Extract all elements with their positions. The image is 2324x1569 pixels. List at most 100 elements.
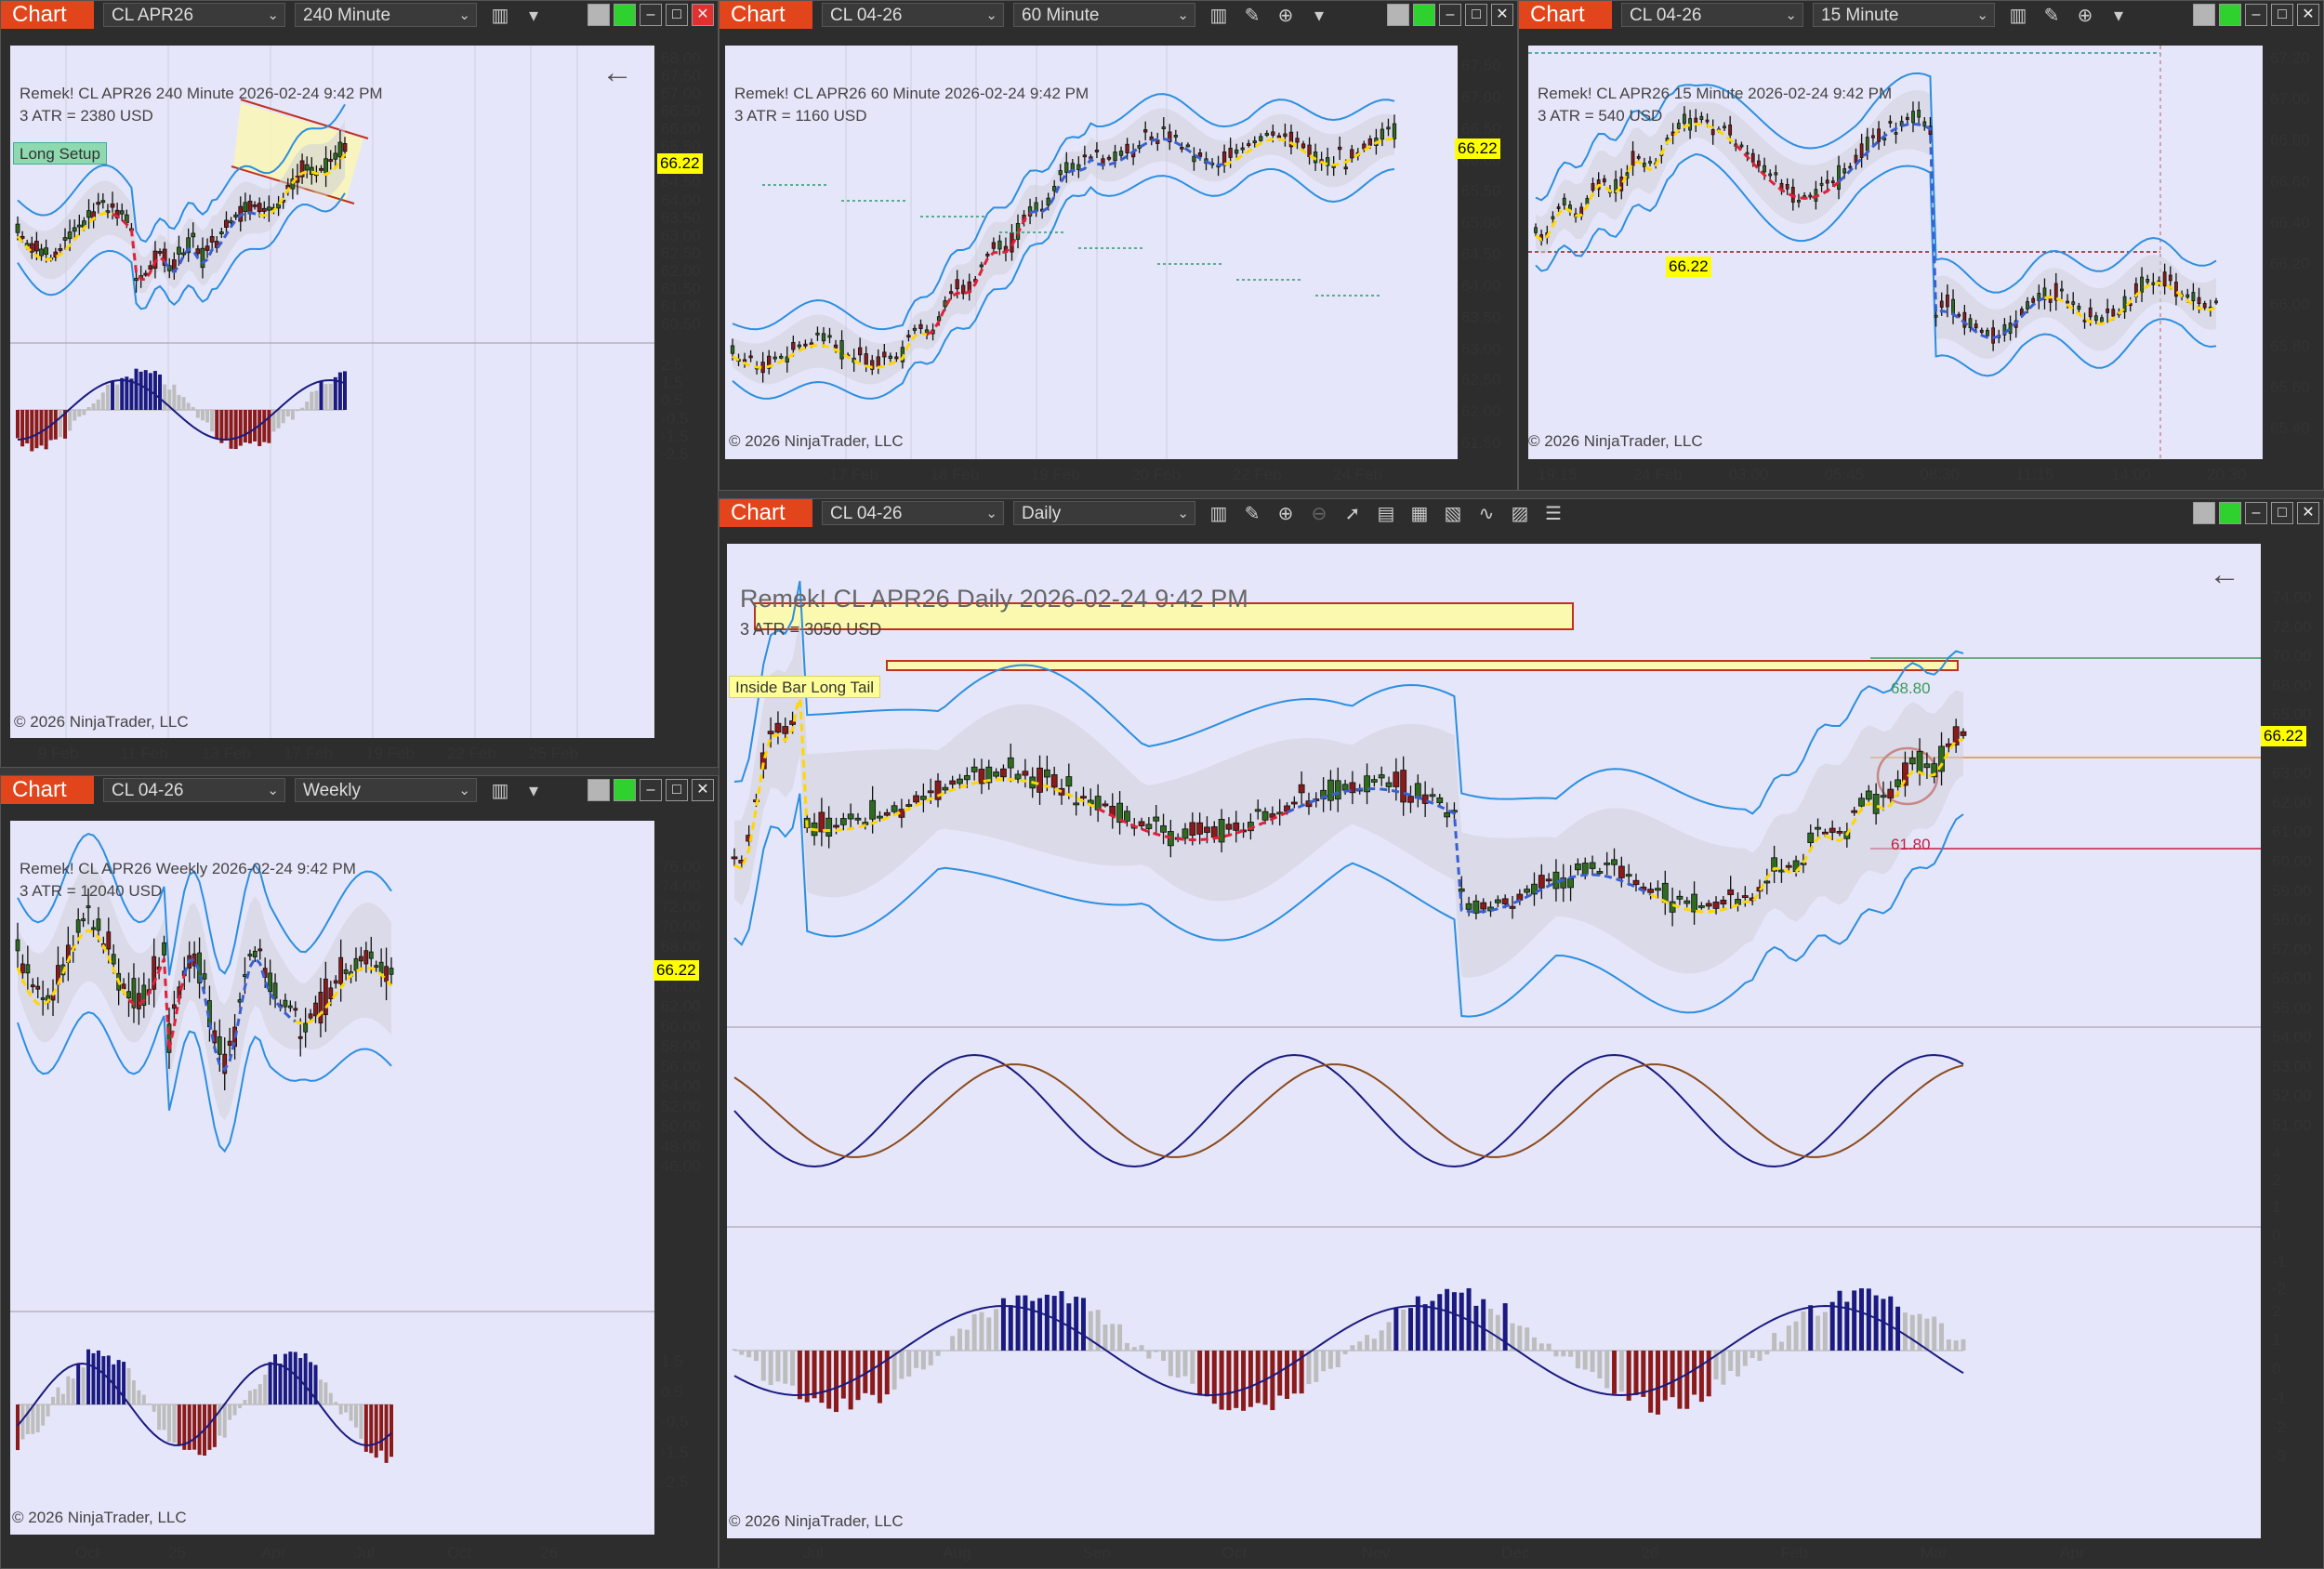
chart-pane[interactable]: Remek! CL APR26 Daily 2026-02-24 9:42 PM… — [727, 544, 2261, 1538]
cursor-icon[interactable]: ➚ — [1344, 503, 1361, 524]
candle-body — [1865, 137, 1869, 152]
zoom-icon[interactable]: ⊕ — [1277, 5, 1294, 26]
chevron-down-icon: ⌄ — [1785, 7, 1797, 23]
close-button[interactable]: ✕ — [2297, 502, 2319, 524]
chevron-down-icon[interactable]: ▾ — [528, 5, 539, 26]
link-button[interactable] — [1387, 4, 1409, 26]
instrument-select[interactable]: CL APR26 ⌄ — [103, 3, 285, 27]
histogram-bar — [141, 1394, 146, 1404]
link-green-button[interactable] — [614, 779, 636, 801]
zoom-icon[interactable]: ⊕ — [2077, 5, 2093, 26]
link-green-button[interactable] — [2219, 502, 2241, 524]
link-green-button[interactable] — [2219, 4, 2241, 26]
back-arrow-icon[interactable]: ← — [601, 55, 633, 90]
data-box-icon[interactable]: ▤ — [1377, 503, 1395, 524]
candle-body — [172, 1004, 177, 1009]
interval-select[interactable]: 240 Minute ⌄ — [295, 3, 477, 27]
instrument-select[interactable]: CL 04-26 ⌄ — [822, 3, 1004, 27]
candle-body — [864, 353, 868, 365]
back-arrow-icon[interactable]: ← — [2209, 557, 2240, 592]
trend-dashed-line — [1029, 137, 1225, 215]
link-button[interactable] — [2193, 502, 2215, 524]
maximize-button[interactable]: □ — [666, 4, 688, 26]
minimize-button[interactable]: – — [2245, 502, 2267, 524]
bar-chart-icon[interactable]: ▥ — [491, 5, 509, 26]
price-tick-label: 65.40 — [2270, 419, 2310, 437]
histogram-bar — [957, 1328, 962, 1351]
pencil-icon[interactable]: ✎ — [1244, 503, 1261, 524]
maximize-button[interactable]: □ — [2271, 502, 2293, 524]
link-button[interactable] — [2193, 4, 2215, 26]
candle-body — [1647, 889, 1655, 893]
strategy-icon[interactable]: ▦ — [1410, 503, 1429, 524]
chart-pane[interactable]: Remek! CL APR26 240 Minute 2026-02-24 9:… — [10, 46, 654, 738]
list-icon[interactable]: ☰ — [1545, 503, 1562, 524]
histogram-bar — [191, 406, 195, 410]
maximize-button[interactable]: □ — [1465, 4, 1487, 26]
histogram-bar — [328, 1392, 333, 1404]
histogram-bar — [899, 1351, 905, 1379]
chart-title-tab[interactable]: Chart — [720, 1, 812, 29]
time-tick-label: Aug — [943, 1544, 971, 1562]
instrument-select[interactable]: CL 04-26 ⌄ — [1621, 3, 1803, 27]
price-tick-label: 54.00 — [2272, 1028, 2312, 1047]
close-button[interactable]: ✕ — [692, 779, 714, 801]
candle-body — [1655, 888, 1661, 891]
close-button[interactable]: ✕ — [1491, 4, 1513, 26]
chart-pane[interactable]: Remek! CL APR26 Weekly 2026-02-24 9:42 P… — [10, 821, 654, 1535]
line-tool-icon[interactable]: ∿ — [1478, 503, 1495, 524]
minimize-button[interactable]: – — [640, 4, 662, 26]
histogram-bar — [319, 381, 324, 410]
candle-body — [1877, 128, 1881, 142]
chart-window-daily: Chart CL 04-26 ⌄ Daily ⌄ ▥ ✎ ⊕ ⊖ ➚ ▤ ▦ ▧ ∿… — [719, 498, 2324, 1569]
candle-body — [1712, 902, 1720, 909]
candle-body — [1951, 298, 1955, 315]
interval-select[interactable]: Daily ⌄ — [1013, 501, 1195, 525]
chevron-down-icon[interactable]: ▾ — [528, 780, 539, 801]
chart-pane[interactable]: Remek! CL APR26 60 Minute 2026-02-24 9:4… — [725, 46, 1458, 459]
histogram-bar — [278, 1364, 283, 1404]
candle-body — [20, 235, 25, 239]
candle-body — [58, 248, 63, 251]
minimize-button[interactable]: – — [640, 779, 662, 801]
zoom-in-icon[interactable]: ⊕ — [1277, 503, 1294, 524]
histogram-bar — [1051, 1296, 1057, 1351]
close-button[interactable]: ✕ — [692, 4, 714, 26]
bar-chart-icon[interactable]: ▥ — [1209, 5, 1228, 26]
interval-select[interactable]: Weekly ⌄ — [295, 778, 477, 802]
bar-chart-icon[interactable]: ▥ — [2009, 5, 2027, 26]
chevron-down-icon[interactable]: ▾ — [1314, 5, 1325, 26]
properties-icon[interactable]: ▨ — [1511, 503, 1529, 524]
link-green-button[interactable] — [1413, 4, 1435, 26]
maximize-button[interactable]: □ — [2271, 4, 2293, 26]
instrument-select[interactable]: CL 04-26 ⌄ — [103, 778, 285, 802]
candle-body — [1556, 206, 1561, 209]
link-button[interactable] — [588, 779, 610, 801]
minimize-button[interactable]: – — [1439, 4, 1461, 26]
candle-body — [1836, 831, 1843, 834]
close-button[interactable]: ✕ — [2297, 4, 2319, 26]
zoom-out-icon[interactable]: ⊖ — [1311, 503, 1327, 524]
chart-pane[interactable]: Remek! CL APR26 15 Minute 2026-02-24 9:4… — [1528, 46, 2263, 459]
chevron-down-icon[interactable]: ▾ — [2113, 5, 2124, 26]
bar-chart-icon[interactable]: ▥ — [491, 780, 509, 801]
interval-select[interactable]: 15 Minute ⌄ — [1813, 3, 1995, 27]
candle-body — [797, 344, 802, 348]
indicators-icon[interactable]: ▧ — [1444, 503, 1462, 524]
chart-title-tab[interactable]: Chart — [720, 499, 812, 527]
minimize-button[interactable]: – — [2245, 4, 2267, 26]
bar-chart-icon[interactable]: ▥ — [1209, 503, 1228, 524]
candle-body — [1269, 813, 1276, 818]
pencil-icon[interactable]: ✎ — [1244, 5, 1261, 26]
chart-title-tab[interactable]: Chart — [1, 776, 94, 804]
interval-select[interactable]: 60 Minute ⌄ — [1013, 3, 1195, 27]
pencil-icon[interactable]: ✎ — [2043, 5, 2060, 26]
instrument-select[interactable]: CL 04-26 ⌄ — [822, 501, 1004, 525]
link-button[interactable] — [588, 4, 610, 26]
candle-body — [1196, 822, 1204, 835]
histogram-bar — [295, 410, 299, 412]
maximize-button[interactable]: □ — [666, 779, 688, 801]
link-green-button[interactable] — [614, 4, 636, 26]
chart-title-tab[interactable]: Chart — [1519, 1, 1612, 29]
chart-title-tab[interactable]: Chart — [1, 1, 94, 29]
